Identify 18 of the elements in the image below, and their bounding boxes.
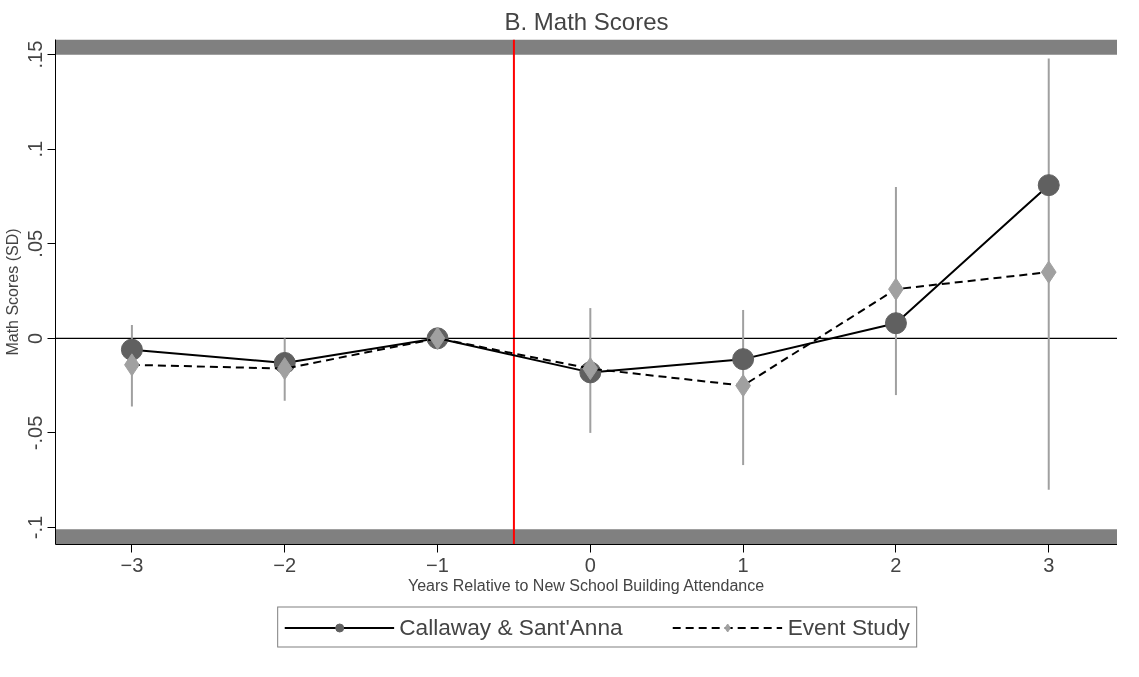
legend-label: Callaway & Sant'Anna bbox=[399, 613, 623, 641]
x-tick-label: 2 bbox=[890, 553, 902, 576]
y-tick-label: -.05 bbox=[24, 415, 47, 451]
legend-label: Event Study bbox=[787, 613, 910, 641]
x-tick-label: 0 bbox=[584, 553, 596, 576]
x-tick-label: −2 bbox=[273, 553, 297, 576]
chart-title: B. Math Scores bbox=[504, 7, 669, 35]
x-tick-label: −1 bbox=[426, 553, 449, 576]
y-tick-label: .1 bbox=[24, 140, 47, 158]
x-tick-label: 1 bbox=[737, 553, 749, 576]
y-tick-label: 0 bbox=[24, 332, 47, 344]
y-axis-title: Math Scores (SD) bbox=[3, 228, 21, 356]
x-axis-title: Years Relative to New School Building Attendance bbox=[408, 576, 765, 594]
y-tick-label: .05 bbox=[24, 229, 47, 258]
y-tick-label: -.1 bbox=[24, 515, 47, 540]
x-tick-label: 3 bbox=[1043, 553, 1055, 576]
y-tick-label: .15 bbox=[24, 40, 47, 69]
x-tick-label: −3 bbox=[120, 553, 144, 576]
